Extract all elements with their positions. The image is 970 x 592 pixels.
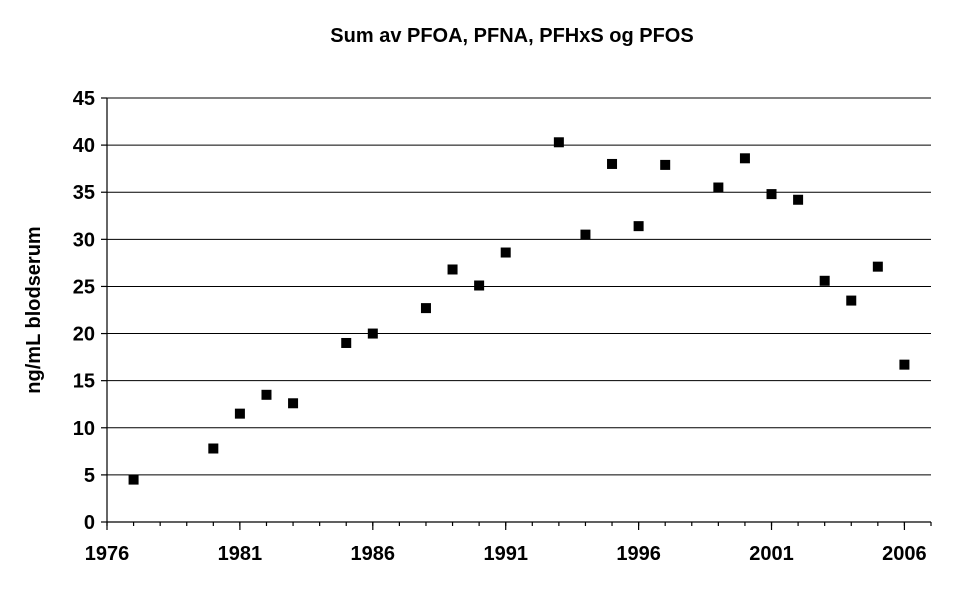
data-point-1995 <box>607 158 618 169</box>
x-tick-label: 1991 <box>483 543 528 565</box>
y-tick-label: 15 <box>73 371 95 393</box>
y-tick-labels: 0 5 10 15 20 25 30 35 40 45 <box>73 88 95 534</box>
y-axis-label: ng/mL blodserum <box>23 226 45 393</box>
y-tick-label: 0 <box>84 512 95 534</box>
data-point-1991 <box>500 247 511 258</box>
axes <box>101 97 932 530</box>
y-tick-label: 10 <box>73 418 95 440</box>
grid-lines <box>107 97 931 476</box>
data-point-1985 <box>341 337 352 348</box>
data-point-1996 <box>633 221 644 232</box>
x-tick-label: 2006 <box>882 543 927 565</box>
data-points <box>128 137 910 485</box>
y-tick-label: 30 <box>73 229 95 251</box>
data-point-1983 <box>288 398 299 409</box>
y-tick-label: 40 <box>73 135 95 157</box>
data-point-2002 <box>793 194 804 205</box>
data-point-1982 <box>261 389 272 400</box>
data-point-2004 <box>846 295 857 306</box>
x-tick-labels: 1976 1981 1986 1991 1996 2001 2006 <box>85 543 927 565</box>
data-point-2006 <box>899 359 910 370</box>
data-point-1977 <box>128 474 139 485</box>
x-tick-label: 1976 <box>85 543 130 565</box>
data-point-1980 <box>208 443 219 454</box>
data-point-1997 <box>660 159 671 170</box>
data-point-2005 <box>872 261 883 272</box>
data-point-1981 <box>234 408 245 419</box>
x-tick-label: 1996 <box>616 543 661 565</box>
x-tick-label: 1986 <box>351 543 396 565</box>
y-tick-label: 5 <box>84 465 95 487</box>
x-tick-label: 2001 <box>749 543 794 565</box>
y-tick-label: 35 <box>73 182 95 204</box>
y-tick-label: 25 <box>73 276 95 298</box>
y-tick-label: 45 <box>73 88 95 110</box>
data-point-1986 <box>367 328 378 339</box>
data-point-2001 <box>766 189 777 200</box>
data-point-1994 <box>580 229 591 240</box>
data-point-1988 <box>420 303 431 314</box>
data-point-2003 <box>819 275 830 286</box>
chart-title: Sum av PFOA, PFNA, PFHxS og PFOS <box>330 25 693 47</box>
data-point-2000 <box>739 153 750 164</box>
data-point-1989 <box>447 264 458 275</box>
x-tick-label: 1981 <box>218 543 263 565</box>
data-point-1993 <box>553 137 564 148</box>
data-point-1990 <box>474 280 485 291</box>
y-tick-label: 20 <box>73 324 95 346</box>
data-point-1999 <box>713 182 724 193</box>
